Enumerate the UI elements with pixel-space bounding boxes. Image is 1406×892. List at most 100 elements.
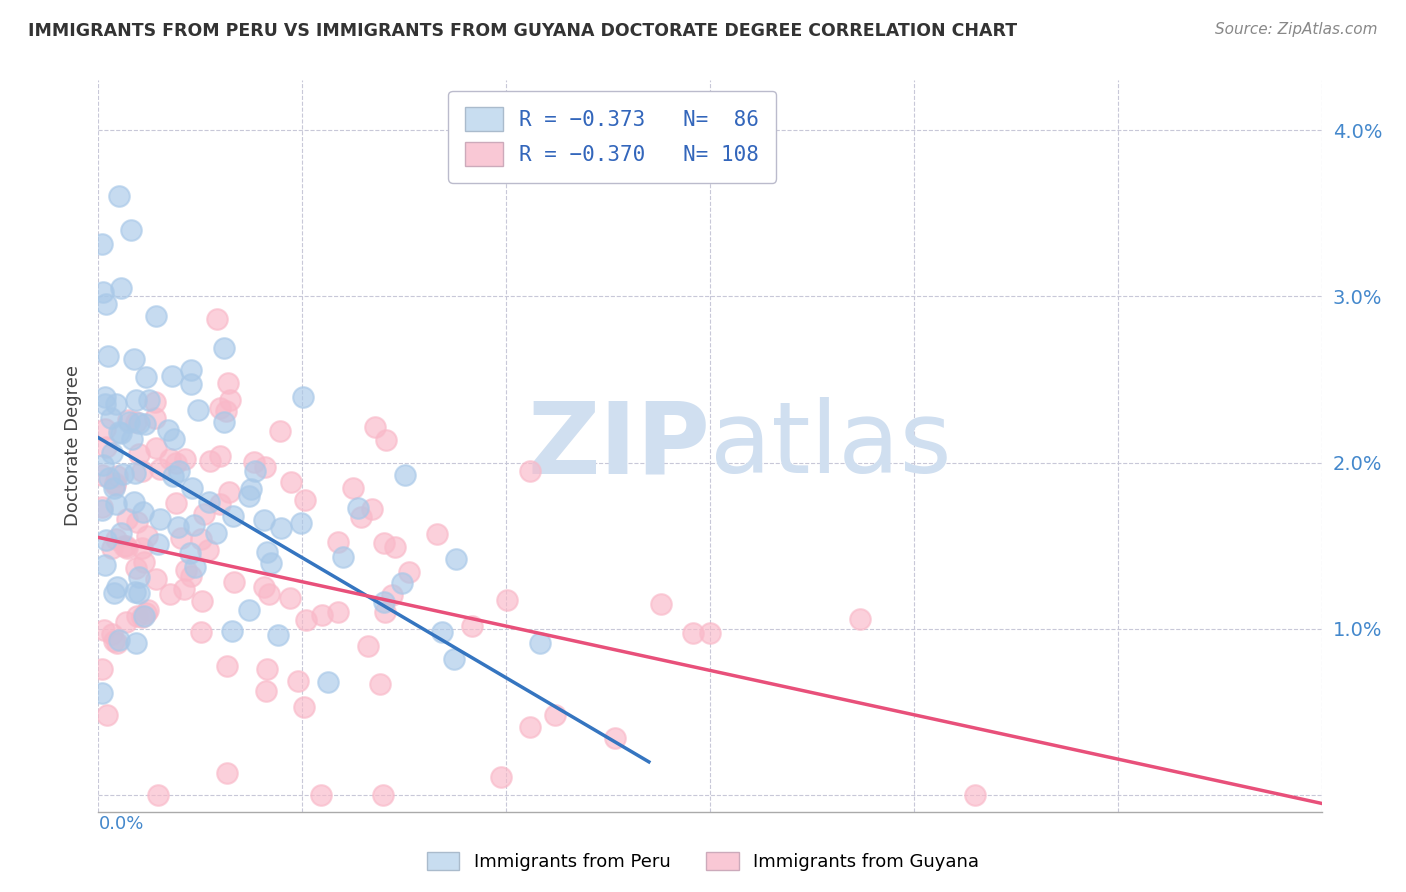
Point: [374, 433, 396, 447]
Point: [134, 417, 156, 431]
Point: [103, 586, 125, 600]
Point: [356, 639, 378, 653]
Point: [205, 312, 228, 326]
Point: [605, 731, 627, 745]
Point: [491, 770, 513, 784]
Point: [132, 505, 155, 519]
Point: [167, 520, 190, 534]
Point: [104, 478, 127, 492]
Point: [181, 481, 204, 495]
Point: [135, 606, 157, 620]
Point: [128, 570, 150, 584]
Point: [332, 549, 354, 564]
Point: [212, 341, 235, 355]
Point: [238, 489, 260, 503]
Point: [347, 501, 370, 516]
Point: [217, 376, 239, 390]
Point: [963, 788, 986, 802]
Point: [252, 580, 274, 594]
Point: [112, 539, 135, 553]
Point: [131, 609, 153, 624]
Point: [128, 586, 150, 600]
Point: [529, 636, 551, 650]
Point: [169, 531, 191, 545]
Point: [115, 541, 138, 556]
Point: [100, 627, 122, 641]
Point: [165, 456, 187, 470]
Point: [699, 625, 721, 640]
Point: [238, 603, 260, 617]
Point: [381, 588, 404, 602]
Point: [93, 390, 115, 404]
Point: [254, 460, 277, 475]
Text: atlas: atlas: [710, 398, 952, 494]
Point: [132, 609, 155, 624]
Point: [221, 508, 243, 523]
Point: [104, 476, 127, 491]
Point: [114, 615, 136, 629]
Point: [183, 517, 205, 532]
Point: [217, 659, 239, 673]
Point: [544, 708, 567, 723]
Point: [91, 500, 114, 514]
Point: [198, 454, 221, 468]
Point: [316, 674, 339, 689]
Point: [125, 636, 148, 650]
Point: [287, 673, 309, 688]
Point: [242, 455, 264, 469]
Point: [215, 766, 238, 780]
Point: [145, 572, 167, 586]
Point: [108, 189, 131, 203]
Point: [292, 390, 315, 404]
Point: [117, 511, 139, 525]
Point: [101, 541, 124, 555]
Point: [124, 561, 146, 575]
Point: [104, 497, 127, 511]
Point: [111, 467, 134, 481]
Point: [328, 534, 350, 549]
Point: [146, 788, 169, 802]
Point: [162, 469, 184, 483]
Point: [110, 426, 132, 441]
Point: [128, 447, 150, 461]
Point: [145, 309, 167, 323]
Point: [110, 526, 132, 541]
Text: 0.0%: 0.0%: [98, 814, 143, 832]
Point: [443, 652, 465, 666]
Point: [294, 493, 316, 508]
Point: [650, 597, 672, 611]
Point: [131, 464, 153, 478]
Point: [118, 415, 141, 429]
Point: [398, 565, 420, 579]
Point: [91, 236, 114, 251]
Point: [174, 452, 197, 467]
Point: [193, 507, 215, 521]
Point: [103, 482, 125, 496]
Point: [110, 281, 132, 295]
Point: [100, 446, 122, 460]
Point: [165, 496, 187, 510]
Point: [108, 632, 131, 647]
Point: [221, 624, 243, 638]
Point: [138, 602, 160, 616]
Point: [91, 285, 114, 300]
Point: [94, 422, 117, 436]
Point: [180, 568, 202, 582]
Point: [143, 394, 166, 409]
Point: [363, 420, 385, 434]
Point: [391, 575, 413, 590]
Point: [256, 545, 278, 559]
Point: [104, 396, 127, 410]
Point: [122, 495, 145, 509]
Point: [373, 605, 395, 619]
Point: [131, 541, 153, 556]
Point: [100, 411, 122, 425]
Point: [135, 529, 157, 543]
Point: [280, 475, 302, 489]
Point: [191, 593, 214, 607]
Point: [105, 468, 128, 483]
Text: ZIP: ZIP: [527, 398, 710, 494]
Point: [224, 575, 246, 590]
Point: [682, 626, 704, 640]
Point: [361, 501, 384, 516]
